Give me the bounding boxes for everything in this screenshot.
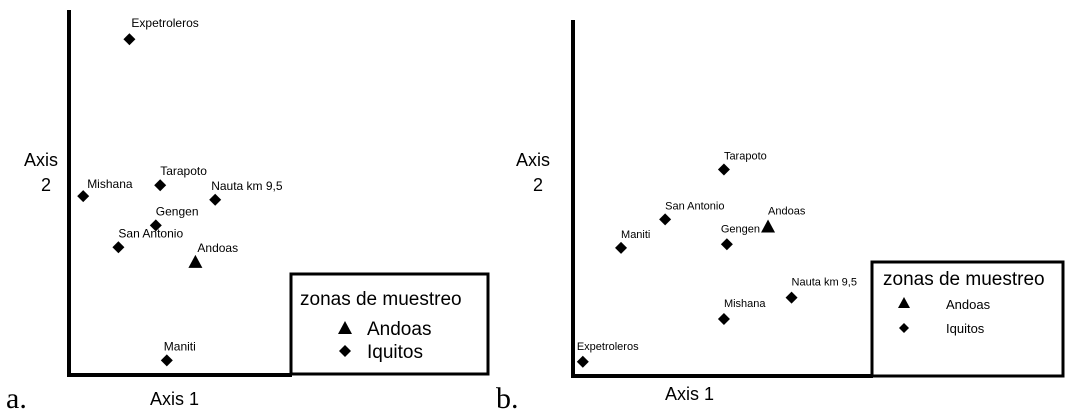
panel-a-point-label-san-antonio: San Antonio (118, 226, 183, 240)
panel-a-legend-title: zonas de muestreo (300, 289, 462, 310)
panel-b-point-nauta-km-9-5-diamond (785, 291, 798, 304)
panel-b-legend-diamond-icon (899, 323, 909, 333)
panel-a-point-gengen-diamond (149, 219, 162, 232)
panel-a-x-axis-title: Axis 1 (150, 389, 199, 409)
panel-b-letter: b. (496, 382, 519, 414)
panel-b-points: Andoas Tarapoto San Antonio Maniti Gengen Nau… (576, 151, 857, 368)
panel-a-y-axis-title-line2: 2 (41, 175, 51, 195)
panel-a-y-axis-title-line1: Axis (24, 150, 58, 170)
panel-a-point-label-nauta-km-9-5: Nauta km 9,5 (211, 179, 283, 193)
panel-a-letter: a. (6, 382, 27, 414)
panel-b-point-gengen-diamond (720, 238, 733, 251)
panel-a-point-san-antonio-diamond (112, 241, 125, 254)
panel-a-legend-andoas: Andoas (367, 319, 431, 340)
panel-a-legend-diamond-icon (339, 345, 351, 357)
panel-b-point-label-tarapoto: Tarapoto (724, 151, 767, 163)
panel-b-point-label-andoas: Andoas (768, 205, 806, 217)
panel-a-point-label-andoas: Andoas (197, 241, 238, 255)
panel-b-point-label-maniti: Maniti (621, 229, 650, 241)
panel-a-point-label-maniti: Maniti (164, 339, 196, 353)
panel-a-point-label-tarapoto: Tarapoto (160, 164, 207, 178)
panel-a-legend: zonas de muestreo Andoas Iquitos (289, 272, 490, 376)
panel-b-point-label-nauta-km-9-5: Nauta km 9,5 (792, 277, 857, 289)
panel-b-point-label-expetroleros: Expetroleros (577, 341, 639, 353)
panel-b-point-expetroleros-diamond (576, 355, 589, 368)
panel-b-legend-andoas: Andoas (946, 297, 991, 312)
panel-b-point-label-san-antonio: San Antonio (665, 200, 724, 212)
panel-a-points: Andoas Expetroleros Mishana Tarapoto Nauta k… (77, 16, 283, 367)
panel-b-legend: zonas de muestreo Andoas Iquitos (870, 260, 1065, 378)
panel-b: b. Axis 2 Axis 1 Andoas Tarapoto San Anton… (496, 20, 1065, 414)
panel-a-point-label-expetroleros: Expetroleros (131, 16, 198, 30)
panel-a-point-maniti-diamond (160, 354, 173, 367)
panel-a-point-tarapoto-diamond (154, 179, 167, 192)
panel-a-point-expetroleros-diamond (123, 33, 136, 46)
panel-b-point-tarapoto-diamond (717, 163, 730, 176)
panel-b-y-axis-title-line2: 2 (533, 175, 543, 195)
panel-a-point-mishana-diamond (77, 190, 90, 203)
panel-b-x-axis-title: Axis 1 (665, 384, 714, 404)
panel-a-legend-iquitos: Iquitos (367, 342, 423, 363)
panel-b-legend-iquitos: Iquitos (946, 321, 985, 336)
panel-b-point-san-antonio-diamond (659, 213, 672, 226)
panel-b-point-andoas-triangle (761, 219, 776, 233)
panel-a-point-nauta-km-9-5-diamond (209, 193, 222, 206)
panel-a-legend-box (289, 272, 490, 376)
panel-a-legend-triangle-icon (338, 321, 352, 334)
panel-b-legend-box (870, 260, 1065, 378)
panel-a: a. Axis 2 Axis 1 Andoas Expetroleros Misha… (6, 10, 490, 414)
panel-b-point-maniti-diamond (615, 241, 628, 254)
panel-a-point-label-gengen: Gengen (156, 204, 199, 218)
panel-b-point-mishana-diamond (717, 313, 730, 326)
panel-b-y-axis-title-line1: Axis (516, 150, 550, 170)
panel-b-point-label-gengen: Gengen (721, 223, 760, 235)
panel-b-legend-title: zonas de muestreo (883, 269, 1045, 290)
panel-a-point-andoas-triangle (188, 254, 203, 268)
panel-b-point-label-mishana: Mishana (724, 298, 766, 310)
panel-b-legend-triangle-icon (898, 297, 910, 308)
panel-a-point-label-mishana: Mishana (87, 177, 133, 191)
